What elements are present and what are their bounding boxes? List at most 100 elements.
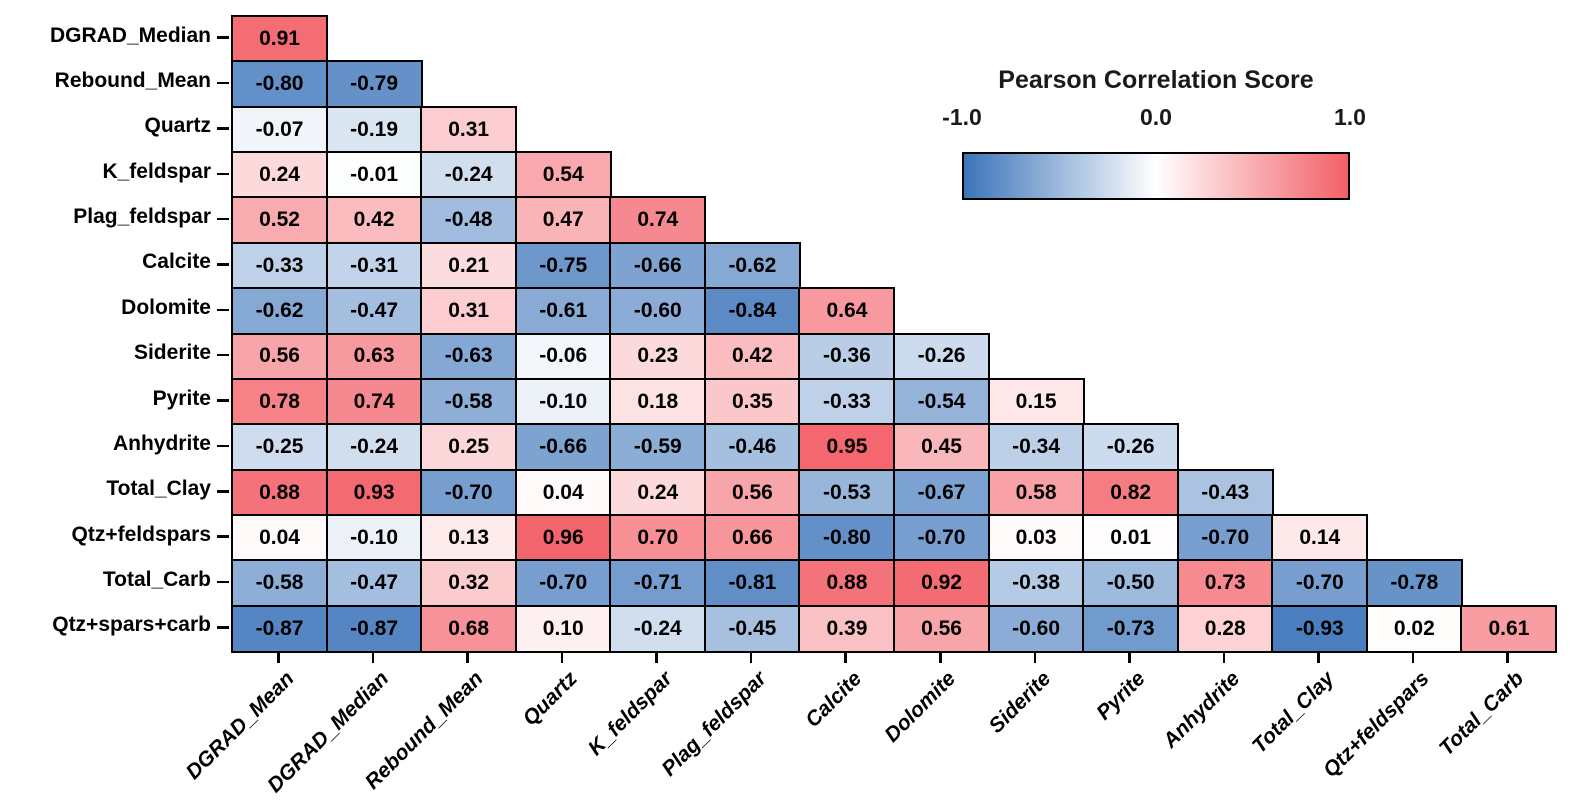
heatmap-cell: -0.34 [987, 423, 1085, 472]
heatmap-cell: 0.42 [703, 332, 801, 381]
y-axis-label: Rebound_Mean [54, 69, 211, 93]
y-axis-tick [217, 81, 229, 85]
x-axis-label: Total_Carb [1434, 667, 1528, 761]
legend-title: Pearson Correlation Score [998, 66, 1314, 94]
y-axis-tick [217, 353, 229, 357]
y-axis-tick [217, 172, 229, 175]
heatmap-cell: 0.63 [325, 332, 423, 381]
heatmap-cell: 0.88 [231, 468, 329, 517]
x-axis-tick [1411, 651, 1415, 664]
heatmap-cell: -0.80 [231, 60, 329, 109]
heatmap-cell: -0.07 [231, 105, 329, 154]
heatmap-cell: 0.52 [231, 196, 329, 245]
heatmap-cell: 0.10 [514, 604, 612, 653]
heatmap-cell: 0.58 [987, 468, 1085, 517]
colorbar-tick-label: 0.0 [1140, 104, 1172, 130]
heatmap-cell: 0.74 [325, 377, 423, 426]
x-axis-label: Total_Clay [1248, 667, 1339, 758]
colorbar-tick-label: 1.0 [1334, 104, 1366, 130]
heatmap-cell: -0.60 [609, 287, 707, 336]
heatmap-cell: 0.31 [420, 105, 518, 154]
heatmap-cell: 0.91 [231, 15, 329, 63]
heatmap-cell: -0.66 [609, 241, 707, 290]
y-axis-label: Quartz [144, 114, 211, 138]
heatmap-cell: 0.68 [420, 604, 518, 653]
heatmap-cell: -0.43 [1176, 468, 1274, 517]
heatmap-cell: -0.63 [420, 332, 518, 381]
heatmap-cell: 0.96 [514, 513, 612, 562]
heatmap-cell: -0.70 [892, 513, 991, 562]
x-axis-tick [466, 651, 469, 664]
heatmap-cell: 0.35 [703, 377, 801, 426]
heatmap-cell: 0.01 [1082, 513, 1180, 562]
heatmap-cell: -0.54 [892, 377, 991, 426]
y-axis-label: Qtz+spars+carb [52, 613, 211, 637]
x-axis-tick [844, 651, 847, 664]
x-axis-label: Calcite [801, 667, 866, 732]
heatmap-cell: 0.64 [798, 287, 896, 336]
colorbar-gradient [962, 152, 1350, 200]
heatmap-cell: -0.84 [703, 287, 801, 336]
x-axis-tick [939, 651, 942, 664]
y-axis-tick [217, 127, 229, 130]
heatmap-cell: -0.47 [325, 287, 423, 336]
x-axis-tick [1033, 651, 1037, 664]
heatmap-cell: -0.75 [514, 241, 612, 290]
y-axis-tick [217, 444, 229, 448]
x-axis-tick [1506, 651, 1509, 664]
x-axis-tick [1128, 651, 1131, 664]
heatmap-cell: 0.45 [892, 423, 991, 472]
heatmap-cell: -0.01 [325, 151, 423, 199]
heatmap-cell: 0.13 [420, 513, 518, 562]
heatmap-cell: 0.04 [514, 468, 612, 517]
heatmap-cell: -0.62 [703, 241, 801, 290]
heatmap-cell: -0.70 [420, 468, 518, 517]
heatmap-cell: -0.66 [514, 423, 612, 472]
heatmap-cell: 0.56 [231, 332, 329, 381]
y-axis-tick [217, 580, 229, 584]
y-axis-tick [217, 308, 229, 312]
y-axis-tick [217, 399, 229, 402]
heatmap-cell: -0.26 [892, 332, 991, 381]
heatmap-cell: -0.50 [1082, 559, 1180, 608]
heatmap-cell: -0.19 [325, 105, 423, 154]
heatmap-cell: -0.48 [420, 196, 518, 245]
heatmap-cell: -0.79 [325, 60, 423, 109]
heatmap-cell: 0.04 [231, 513, 329, 562]
heatmap-cell: 0.95 [798, 423, 896, 472]
heatmap-cell: -0.71 [609, 559, 707, 608]
x-axis-label: Quartz [518, 667, 583, 731]
y-axis-label: Plag_feldspar [73, 205, 211, 229]
heatmap-cell: 0.88 [798, 559, 896, 608]
heatmap-cell: 0.74 [609, 196, 707, 245]
heatmap-cell: 0.31 [420, 287, 518, 336]
heatmap-cell: -0.47 [325, 559, 423, 608]
heatmap-cell: -0.33 [798, 377, 896, 426]
heatmap-cell: 0.24 [231, 151, 329, 199]
heatmap-cell: -0.53 [798, 468, 896, 517]
heatmap-cell: -0.38 [987, 559, 1085, 608]
heatmap-cell: 0.73 [1176, 559, 1274, 608]
y-axis-label: Siderite [133, 341, 211, 365]
heatmap-cell: 0.66 [703, 513, 801, 562]
heatmap-cell: -0.24 [420, 151, 518, 199]
y-axis-label: Anhydrite [112, 431, 211, 455]
y-axis-label: Pyrite [152, 386, 211, 410]
x-axis-label: Dolomite [880, 667, 961, 747]
heatmap-cell: -0.45 [703, 604, 801, 653]
y-axis-label: DGRAD_Median [49, 23, 211, 47]
heatmap-cell: 0.56 [703, 468, 801, 517]
heatmap-cell: -0.87 [231, 604, 329, 653]
heatmap-cell: -0.36 [798, 332, 896, 381]
x-axis-tick [560, 651, 564, 664]
heatmap-cell: 0.39 [798, 604, 896, 653]
heatmap-cell: -0.70 [514, 559, 612, 608]
y-axis-label: K_feldspar [102, 159, 211, 183]
heatmap-cell: -0.87 [325, 604, 423, 653]
heatmap-cell: 0.47 [514, 196, 612, 245]
heatmap-cell: -0.70 [1271, 559, 1369, 608]
heatmap-cell: -0.46 [703, 423, 801, 472]
x-axis-label: Siderite [984, 667, 1056, 738]
heatmap-cell: -0.10 [325, 513, 423, 562]
